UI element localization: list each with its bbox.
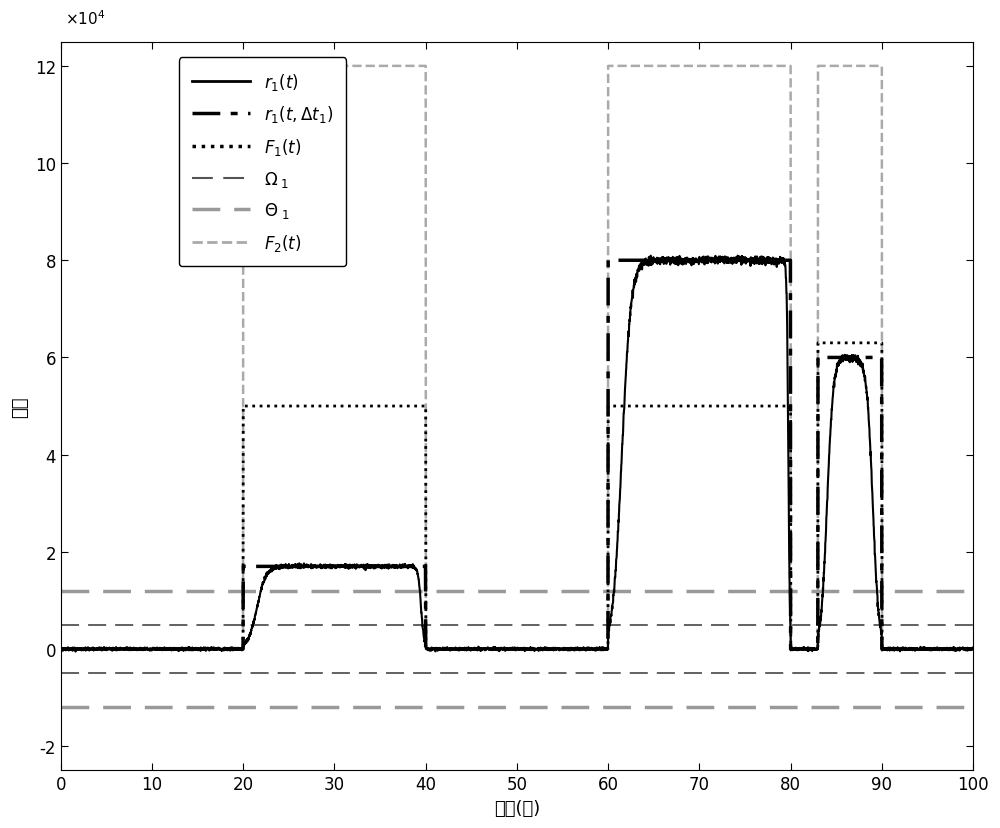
$r_1(t, \\Delta t_1)$	[55, 644, 67, 654]
$r_1(t)$	[967, 643, 979, 653]
$r_1(t)$	[732, 252, 744, 262]
$F_2(t)$	[686, 62, 698, 72]
$F_1(t)$	[901, 644, 913, 654]
$F_1(t)$	[55, 644, 67, 654]
$F_2(t)$	[878, 644, 890, 654]
$F_1(t)$	[233, 644, 245, 654]
$r_1(t, \\Delta t_1)$	[967, 644, 979, 654]
$r_1(t, \\Delta t_1)$	[686, 256, 698, 266]
$\Omega_{\ 1}$	[64, 620, 76, 630]
$F_1(t)$	[686, 402, 698, 412]
$r_1(t)$	[495, 643, 507, 653]
$r_1(t)$	[55, 644, 67, 654]
$r_1(t, \\Delta t_1)$	[901, 644, 913, 654]
X-axis label: 时间(秒): 时间(秒)	[494, 799, 540, 817]
$F_2(t)$	[233, 644, 245, 654]
$F_2(t)$	[967, 644, 979, 654]
$\Theta_{\ 1}$	[55, 586, 67, 596]
$F_1(t)$	[495, 644, 507, 654]
$F_2(t)$	[55, 644, 67, 654]
$r_1(t)$	[878, 644, 890, 654]
$F_1(t)$	[967, 644, 979, 654]
Y-axis label: 残差: 残差	[11, 396, 29, 417]
Legend: $r_1(t)$, $r_1(t, \Delta t_1)$, $F_1(t)$, $\Omega_{\ 1}$, $\Theta_{\ 1}$, $F_2(t: $r_1(t)$, $r_1(t, \Delta t_1)$, $F_1(t)$…	[179, 58, 346, 267]
$r_1(t)$	[901, 645, 913, 655]
$r_1(t, \\Delta t_1)$	[878, 644, 890, 654]
$\Omega_{\ 1}$	[55, 620, 67, 630]
$r_1(t, \\Delta t_1)$	[495, 644, 507, 654]
Line: $r_1(t)$: $r_1(t)$	[61, 257, 973, 652]
$\Theta_{\ 1}$	[64, 586, 76, 596]
$r_1(t, \\Delta t_1)$	[602, 256, 614, 266]
$F_2(t)$	[907, 644, 919, 654]
Line: $r_1(t, \\Delta t_1)$: $r_1(t, \\Delta t_1)$	[61, 261, 973, 649]
$r_1(t, \\Delta t_1)$	[233, 644, 245, 654]
$r_1(t)$	[686, 258, 698, 267]
$r_1(t, \\Delta t_1)$	[907, 644, 919, 654]
Line: $F_1(t)$: $F_1(t)$	[61, 344, 973, 649]
$F_1(t)$	[907, 644, 919, 654]
$F_2(t)$	[901, 644, 913, 654]
$r_1(t)$	[908, 645, 920, 655]
$r_1(t)$	[234, 645, 246, 655]
Line: $F_2(t)$: $F_2(t)$	[61, 67, 973, 649]
$F_2(t)$	[237, 62, 249, 72]
$F_2(t)$	[495, 644, 507, 654]
$F_1(t)$	[812, 339, 824, 349]
$F_1(t)$	[878, 644, 890, 654]
Text: $\times10^4$: $\times10^4$	[65, 9, 106, 28]
$r_1(t)$	[70, 647, 82, 657]
